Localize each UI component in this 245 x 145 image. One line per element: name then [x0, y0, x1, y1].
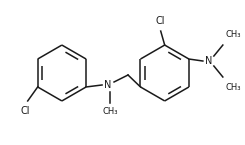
Text: CH₃: CH₃ [226, 83, 241, 92]
Text: N: N [205, 56, 213, 66]
Text: Cl: Cl [21, 106, 30, 116]
Text: N: N [104, 80, 112, 90]
Text: Cl: Cl [156, 16, 165, 26]
Text: CH₃: CH₃ [102, 107, 118, 116]
Text: CH₃: CH₃ [226, 30, 241, 39]
